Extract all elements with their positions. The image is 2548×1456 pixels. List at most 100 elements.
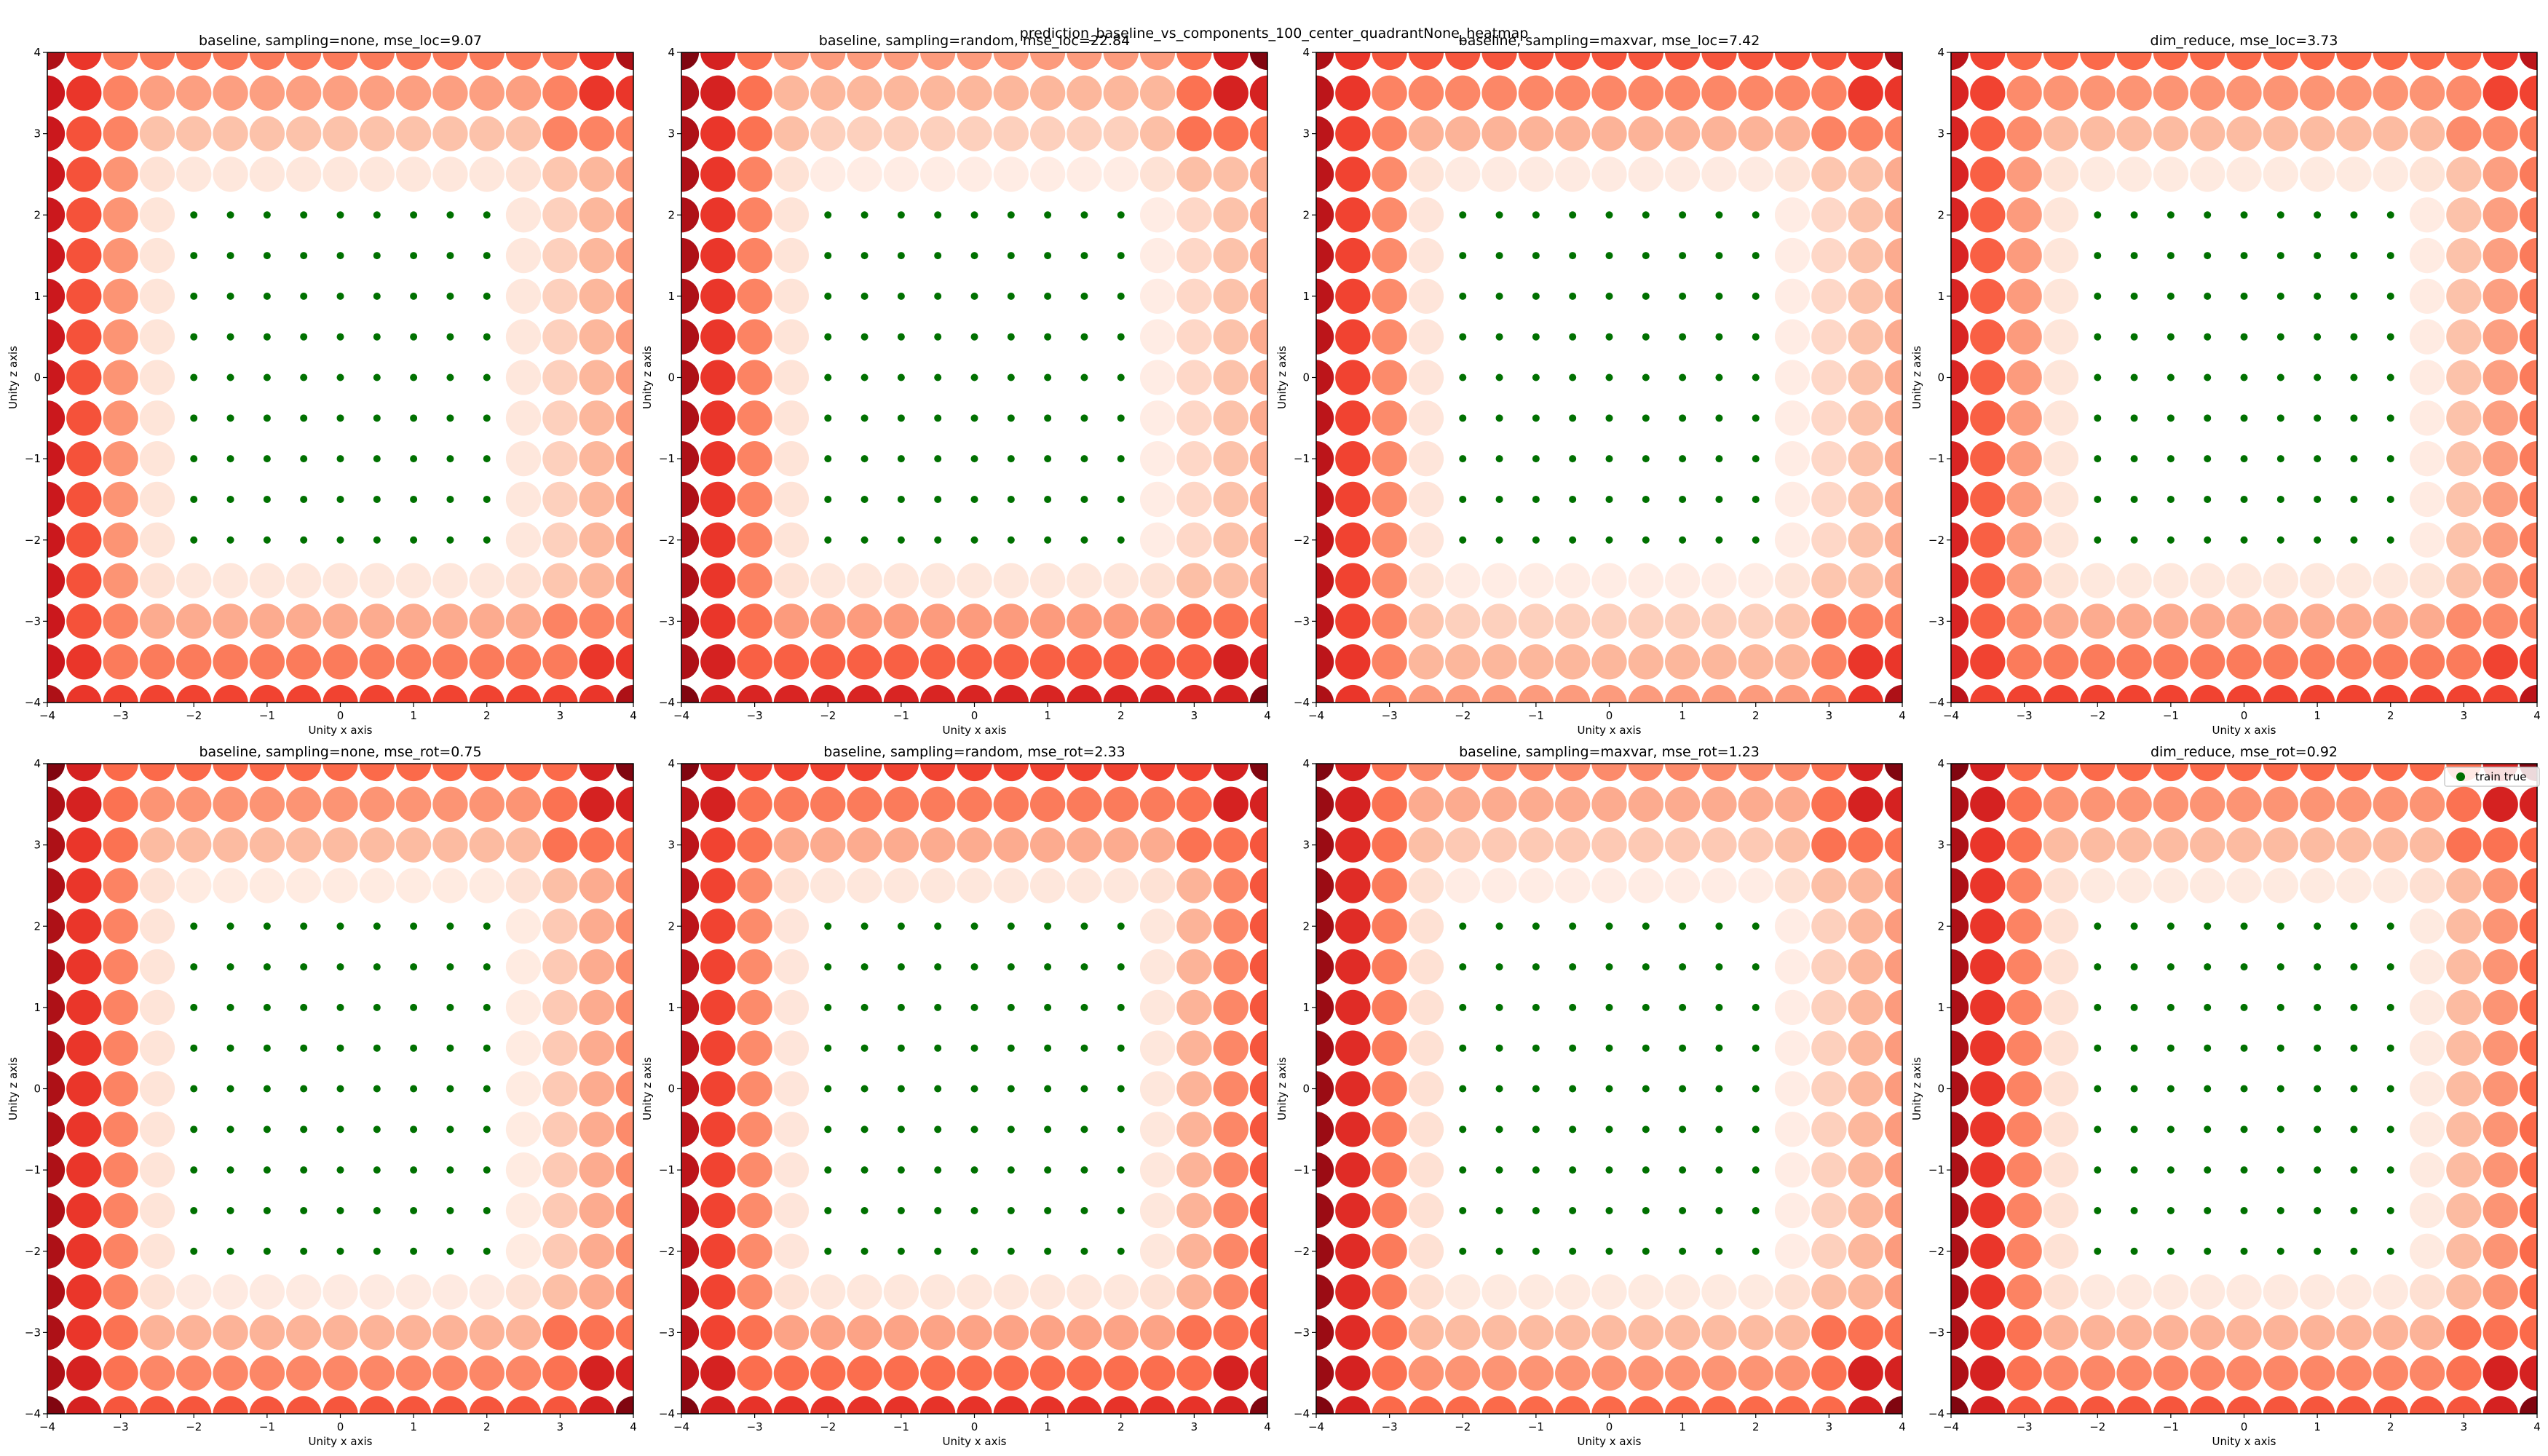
train-point [1495,536,1503,544]
train-point [2276,1166,2284,1174]
test-point [737,644,772,680]
test-point [2519,440,2537,477]
train-point [2094,1044,2102,1052]
test-point [2080,75,2116,111]
test-point [2226,604,2262,639]
test-point [1951,764,1969,782]
test-point [505,764,542,782]
test-point [1029,604,1066,639]
train-point [1007,1003,1015,1011]
test-point [2226,1274,2262,1310]
train-point [824,963,832,971]
test-point [615,644,633,680]
test-point [2116,1315,2152,1350]
test-point [2153,1274,2189,1310]
test-point [469,644,505,680]
test-point [2519,1396,2537,1414]
train-point [1679,1003,1687,1011]
train-point [860,414,869,422]
train-point [446,1206,454,1214]
test-point [139,116,175,151]
x-tick-label: −2 [186,1420,202,1433]
test-point [2519,827,2537,863]
test-point [1372,278,1407,314]
test-point [810,1396,846,1414]
test-point [249,684,285,703]
test-point [681,989,700,1026]
test-point [395,786,432,822]
test-point [1249,786,1267,822]
test-point [1811,1112,1847,1147]
test-point [1176,1396,1212,1414]
test-point [993,52,1029,71]
test-point [139,52,175,71]
test-point [1249,319,1267,355]
train-point [300,1166,308,1174]
train-point [483,922,491,930]
test-point [1774,116,1811,151]
test-point [1335,360,1371,395]
test-point [1067,604,1102,639]
test-point [286,1315,322,1350]
y-tick-label: −3 [1928,614,1944,628]
test-point [505,1274,542,1310]
train-point [2240,963,2248,971]
train-point [860,1044,869,1052]
test-point [2482,116,2518,151]
train-point [373,455,381,463]
train-point [410,292,418,300]
test-point [1884,237,1902,274]
test-point [1951,360,1969,395]
test-point [1481,684,1517,703]
test-point [2409,989,2445,1026]
test-point [2446,1233,2482,1269]
test-point [2409,1356,2445,1391]
train-point [190,1085,198,1093]
test-point [2446,684,2482,703]
test-point [1970,116,2006,151]
train-point [2240,455,2248,463]
test-point [1628,684,1663,703]
train-point [2130,1247,2138,1255]
train-point [1007,211,1015,219]
test-point [957,868,992,903]
test-point [47,1274,66,1310]
test-point [66,197,102,233]
train-point [860,963,869,971]
train-point [1752,495,1760,503]
x-tick-label: −4 [1943,1420,1959,1433]
y-tick-label: 0 [668,371,675,384]
train-point [2350,1085,2358,1093]
test-point [103,1274,138,1310]
test-point [1628,563,1663,598]
train-point [2094,922,2102,930]
test-point [2006,1030,2042,1066]
test-point [1103,116,1139,151]
test-point [1664,684,1701,703]
test-point [681,1315,700,1350]
test-point [323,1396,358,1414]
test-point [579,237,614,274]
test-point [103,278,138,314]
train-point [970,414,978,422]
test-point [681,1071,700,1107]
test-point [1774,278,1811,314]
test-point [66,868,102,903]
test-point [579,278,614,314]
test-point [505,786,542,822]
test-point [773,1112,810,1147]
test-point [2006,278,2042,314]
train-point [1569,1247,1577,1255]
x-tick-label: 4 [2533,709,2541,722]
test-point [2409,278,2445,314]
train-point [824,373,832,381]
train-point [1679,211,1687,219]
test-point [2190,868,2225,903]
test-point [1103,644,1139,680]
train-point [300,1247,308,1255]
test-point [1372,1233,1407,1269]
test-point [1176,1274,1212,1310]
test-point [1664,764,1701,782]
train-point [1459,252,1467,260]
